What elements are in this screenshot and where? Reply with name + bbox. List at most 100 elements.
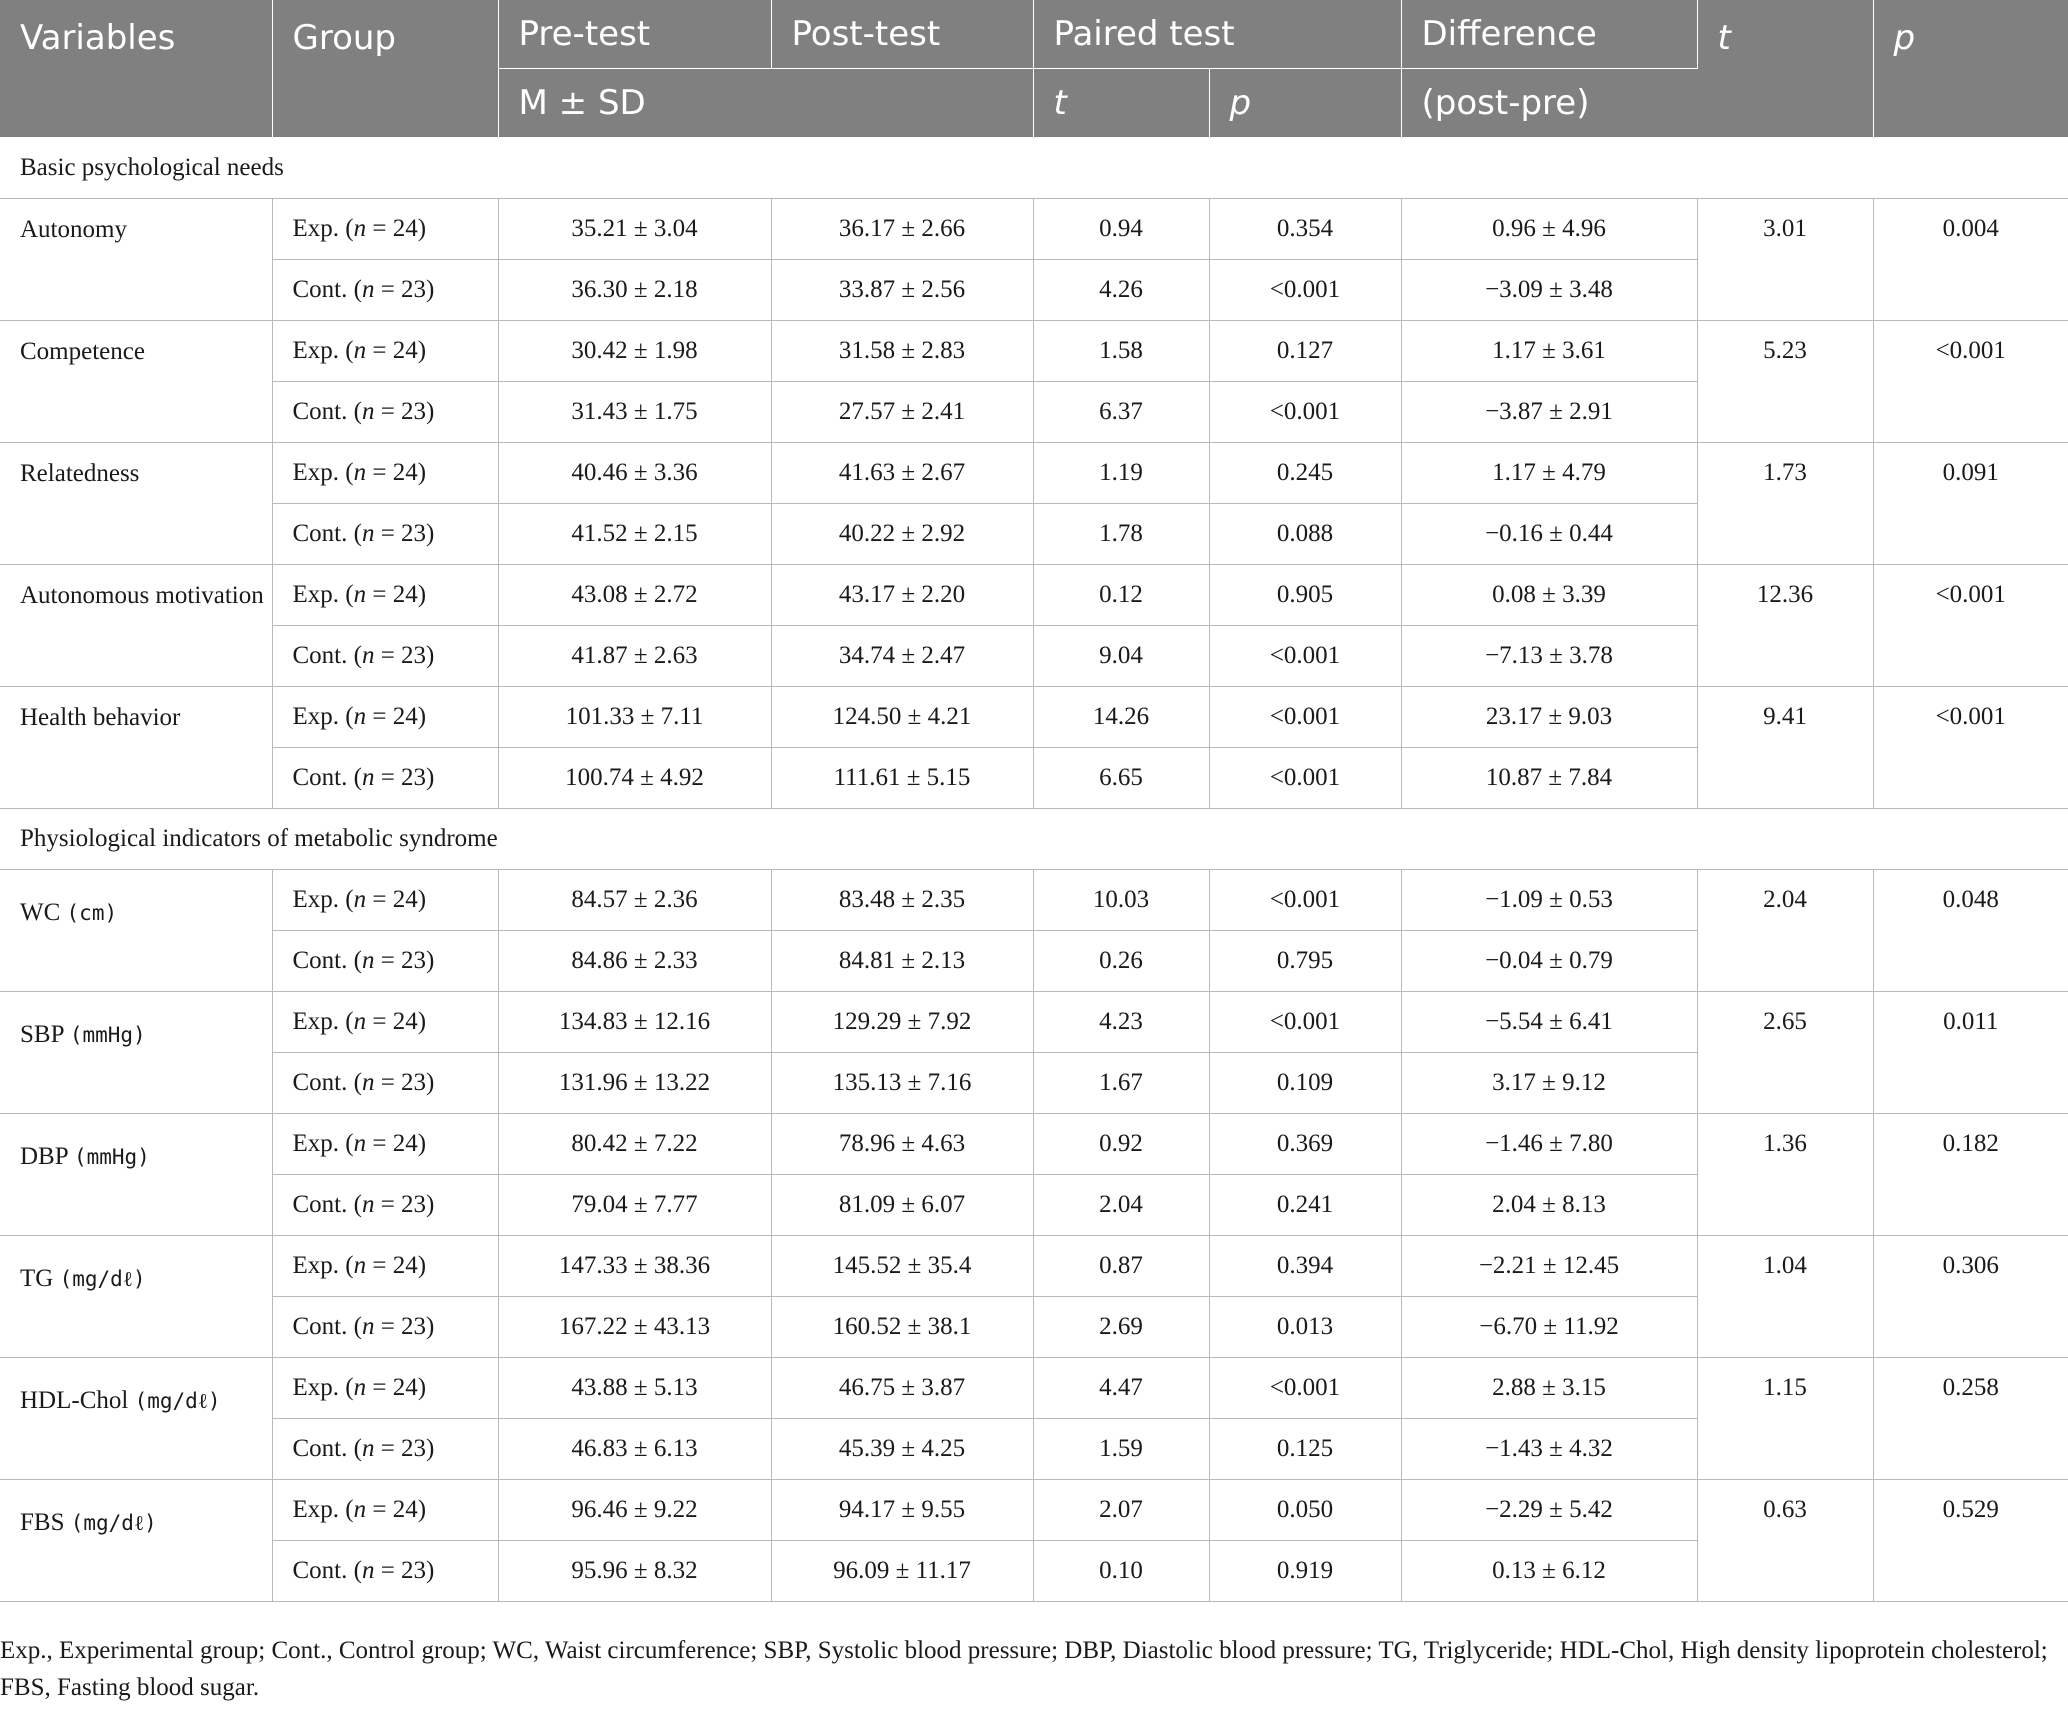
post-test-value: 83.48 ± 2.35 [770, 869, 1034, 931]
between-p-value: 0.258 [1872, 1357, 2068, 1480]
difference-value: 2.04 ± 8.13 [1400, 1174, 1697, 1236]
group-label: Exp. (n = 24) [271, 198, 499, 260]
post-test-value: 46.75 ± 3.87 [770, 1357, 1034, 1419]
paired-p-value: <0.001 [1208, 686, 1402, 748]
paired-t-value: 4.47 [1032, 1357, 1210, 1419]
pre-test-value: 101.33 ± 7.11 [497, 686, 772, 748]
table-row: Autonomous motivation Exp. (n = 24) 43.08 … [0, 564, 2068, 687]
between-p-value: 0.091 [1872, 442, 2068, 565]
group-label: Cont. (n = 23) [272, 381, 499, 443]
post-test-value: 41.63 ± 2.67 [770, 442, 1034, 504]
paired-p-value: 0.919 [1208, 1540, 1402, 1602]
paired-p-value: 0.369 [1208, 1113, 1402, 1175]
paired-p-value: <0.001 [1208, 747, 1402, 809]
group-label: Exp. (n = 24) [271, 686, 499, 748]
post-test-value: 129.29 ± 7.92 [770, 991, 1034, 1053]
header-pre-test: Pre-test [498, 0, 772, 69]
difference-value: −3.87 ± 2.91 [1400, 381, 1697, 443]
between-t-value: 1.73 [1696, 442, 1874, 565]
variable-unit: (cm) [66, 901, 118, 925]
paired-t-value: 0.94 [1032, 198, 1210, 260]
pre-test-value: 167.22 ± 43.13 [497, 1296, 772, 1358]
post-test-value: 33.87 ± 2.56 [770, 259, 1034, 321]
section-row: Basic psychological needs [0, 137, 2068, 199]
between-p-value: 0.182 [1872, 1113, 2068, 1236]
variable-name: Health behavior [20, 704, 181, 731]
pre-test-value: 41.52 ± 2.15 [497, 503, 772, 565]
header-post-test: Post-test [771, 0, 1034, 69]
paired-t-value: 1.67 [1032, 1052, 1210, 1114]
post-test-value: 81.09 ± 6.07 [770, 1174, 1034, 1236]
variable-name: Autonomous motivation [20, 582, 264, 609]
paired-t-value: 0.26 [1032, 930, 1210, 992]
pre-test-value: 31.43 ± 1.75 [497, 381, 772, 443]
between-p-value: 0.306 [1872, 1235, 2068, 1358]
pre-test-value: 95.96 ± 8.32 [497, 1540, 772, 1602]
difference-value: −2.21 ± 12.45 [1400, 1235, 1698, 1297]
pre-test-value: 134.83 ± 12.16 [497, 991, 772, 1053]
table-header: Variables Group Pre-test Post-test Paire… [0, 0, 2068, 138]
paired-t-value: 4.26 [1032, 259, 1210, 321]
paired-t-value: 6.37 [1032, 381, 1210, 443]
paired-t-value: 6.65 [1032, 747, 1210, 809]
variable-cell: WC (cm) [0, 869, 273, 992]
between-t-value: 2.04 [1696, 869, 1874, 992]
between-p-value: 0.048 [1872, 869, 2068, 992]
pre-test-value: 100.74 ± 4.92 [497, 747, 772, 809]
variable-unit: (mg/dℓ) [59, 1267, 146, 1291]
difference-value: 3.17 ± 9.12 [1400, 1052, 1697, 1114]
pre-test-value: 84.86 ± 2.33 [497, 930, 772, 992]
table-row: WC (cm) Exp. (n = 24) 84.57 ± 2.36 83.48 ± … [0, 869, 2068, 992]
between-t-value: 5.23 [1696, 320, 1874, 443]
paired-p-value: 0.050 [1208, 1479, 1402, 1541]
variable-cell: HDL-Chol (mg/dℓ) [0, 1357, 273, 1480]
pre-test-value: 43.08 ± 2.72 [497, 564, 772, 626]
header-difference: Difference [1401, 0, 1698, 69]
group-label: Exp. (n = 24) [271, 1479, 499, 1541]
paired-p-value: 0.127 [1208, 320, 1402, 382]
footnote: Exp., Experimental group; Cont., Control… [0, 1637, 2048, 1701]
post-test-value: 111.61 ± 5.15 [770, 747, 1034, 809]
header-msd: M ± SD [498, 68, 1034, 138]
paired-p-value: <0.001 [1208, 381, 1402, 443]
difference-value: 0.96 ± 4.96 [1400, 198, 1698, 260]
paired-t-value: 1.58 [1032, 320, 1210, 382]
header-post-pre: (post-pre) [1401, 68, 1697, 138]
variable-unit: (mg/dℓ) [70, 1511, 157, 1535]
table-row: FBS (mg/dℓ) Exp. (n = 24) 96.46 ± 9.22 94.1… [0, 1479, 2068, 1602]
difference-value: −6.70 ± 11.92 [1400, 1296, 1697, 1358]
post-test-value: 124.50 ± 4.21 [770, 686, 1034, 748]
header-paired-test: Paired test [1033, 0, 1402, 69]
post-test-value: 145.52 ± 35.4 [770, 1235, 1034, 1297]
difference-value: 0.13 ± 6.12 [1400, 1540, 1697, 1602]
table-row: Cont. (n = 23) 46.83 ± 6.13 45.39 ± 4.25 1.… [0, 1418, 2068, 1480]
group-label: Exp. (n = 24) [271, 1357, 499, 1419]
difference-value: −3.09 ± 3.48 [1400, 259, 1697, 321]
header-variables: Variables [0, 0, 273, 138]
variable-name: Competence [20, 338, 145, 365]
between-t-value: 1.04 [1696, 1235, 1874, 1358]
difference-value: −2.29 ± 5.42 [1400, 1479, 1698, 1541]
between-t-value: 0.63 [1696, 1479, 1874, 1602]
table-body: Basic psychological needs Autonomy Exp. (n… [0, 137, 2068, 1602]
group-label: Exp. (n = 24) [271, 442, 499, 504]
post-test-value: 96.09 ± 11.17 [770, 1540, 1034, 1602]
group-label: Cont. (n = 23) [272, 259, 499, 321]
table-row: Cont. (n = 23) 167.22 ± 43.13 160.52 ± 38.… [0, 1296, 2068, 1358]
post-test-value: 78.96 ± 4.63 [770, 1113, 1034, 1175]
paired-t-value: 10.03 [1032, 869, 1210, 931]
between-t-value: 12.36 [1696, 564, 1874, 687]
paired-p-value: <0.001 [1208, 991, 1402, 1053]
paired-t-value: 9.04 [1032, 625, 1210, 687]
paired-p-value: 0.125 [1208, 1418, 1402, 1480]
paired-p-value: 0.905 [1208, 564, 1402, 626]
between-p-value: <0.001 [1872, 686, 2068, 809]
variable-unit: (mmHg) [69, 1023, 146, 1047]
table-row: Cont. (n = 23) 41.87 ± 2.63 34.74 ± 2.47 9.… [0, 625, 2068, 687]
difference-value: 10.87 ± 7.84 [1400, 747, 1697, 809]
pre-test-value: 40.46 ± 3.36 [497, 442, 772, 504]
between-t-value: 1.15 [1696, 1357, 1874, 1480]
variable-name: FBS [20, 1509, 65, 1536]
between-p-value: 0.011 [1872, 991, 2068, 1114]
table-row: Autonomy Exp. (n = 24) 35.21 ± 3.04 36.17 ±… [0, 198, 2068, 321]
